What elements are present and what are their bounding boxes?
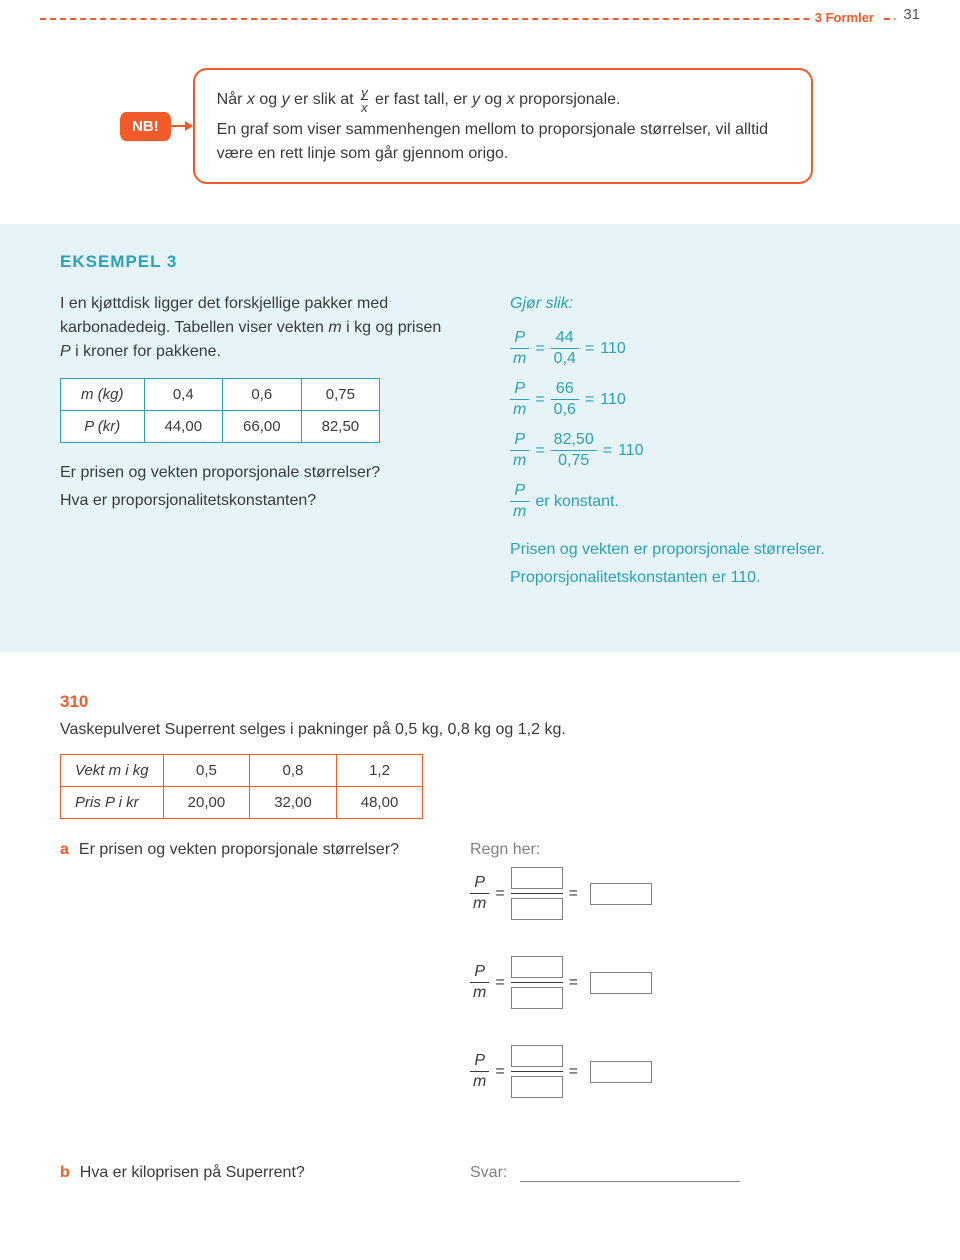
exercise-table: Vekt m i kg 0,5 0,8 1,2 Pris P i kr 20,0…	[60, 754, 423, 819]
nb-text: og	[255, 91, 282, 108]
table-header: Vekt m i kg	[61, 755, 164, 787]
example-intro: I en kjøttdisk ligger det forskjellige p…	[60, 292, 450, 364]
nb-text: og	[480, 91, 507, 108]
fraction-yx: yx	[361, 86, 368, 114]
exercise-intro: Vaskepulveret Superrent selges i pakning…	[60, 718, 900, 742]
table-cell: 0,4	[144, 379, 223, 411]
example-conclusion1: Prisen og vekten er proporsjonale større…	[510, 538, 900, 562]
chapter-label: 3 Formler	[809, 10, 880, 25]
exercise-number: 310	[60, 692, 88, 711]
konstant-line: Pm er konstant.	[510, 483, 900, 520]
var-x: x	[247, 91, 255, 108]
question-a-label: a	[60, 841, 69, 859]
var-y: y	[472, 91, 480, 108]
var-y: y	[282, 91, 290, 108]
calc-line: Pm = 440,4 =110	[510, 330, 900, 367]
table-cell: 1,2	[336, 755, 423, 787]
nb-text: proporsjonale.	[515, 91, 621, 108]
table-header: Pris P i kr	[61, 787, 164, 819]
example-block: EKSEMPEL 3 I en kjøttdisk ligger det for…	[0, 224, 960, 652]
nb-line2: En graf som viser sammenhengen mellom to…	[217, 118, 789, 166]
answer-blank[interactable]	[520, 1164, 740, 1182]
question-a-row: a Er prisen og vekten proporsjonale stør…	[60, 841, 900, 1134]
example-table: m (kg) 0,4 0,6 0,75 P (kr) 44,00 66,00 8…	[60, 378, 380, 443]
table-cell: 66,00	[223, 411, 302, 443]
example-left: I en kjøttdisk ligger det forskjellige p…	[60, 292, 450, 604]
table-cell: 0,5	[163, 755, 250, 787]
example-title: EKSEMPEL 3	[60, 252, 900, 272]
table-header: P (kr)	[61, 411, 145, 443]
calc-blank: Pm = =	[470, 1045, 652, 1098]
table-row: m (kg) 0,4 0,6 0,75	[61, 379, 380, 411]
table-header: m (kg)	[61, 379, 145, 411]
blank-result[interactable]	[590, 883, 652, 905]
calc-blank: Pm = =	[470, 956, 652, 1009]
table-cell: 0,8	[250, 755, 337, 787]
question-b-row: b Hva er kiloprisen på Superrent? Svar:	[60, 1164, 900, 1182]
regn-her: Regn her:	[470, 841, 652, 859]
table-cell: 20,00	[163, 787, 250, 819]
calc-blank: Pm = =	[470, 867, 652, 920]
blank-result[interactable]	[590, 1061, 652, 1083]
nb-box: Når x og y er slik at yx er fast tall, e…	[193, 68, 813, 184]
nb-line1: Når x og y er slik at yx er fast tall, e…	[217, 86, 789, 114]
blank-fraction[interactable]	[511, 867, 563, 920]
nb-text: er slik at	[290, 91, 358, 108]
table-cell: 44,00	[144, 411, 223, 443]
example-question1: Er prisen og vekten proporsjonale større…	[60, 461, 450, 485]
table-row: Vekt m i kg 0,5 0,8 1,2	[61, 755, 423, 787]
table-cell: 0,6	[223, 379, 302, 411]
nb-text: er fast tall, er	[371, 91, 472, 108]
gjor-slik: Gjør slik:	[510, 292, 900, 316]
example-right: Gjør slik: Pm = 440,4 =110 Pm = 660,6 =1…	[510, 292, 900, 604]
nb-callout: NB! Når x og y er slik at yx er fast tal…	[120, 68, 920, 184]
table-row: Pris P i kr 20,00 32,00 48,00	[61, 787, 423, 819]
blank-result[interactable]	[590, 972, 652, 994]
table-row: P (kr) 44,00 66,00 82,50	[61, 411, 380, 443]
calc-line: Pm = 82,500,75 =110	[510, 432, 900, 469]
page-header: 3 Formler 31	[40, 18, 920, 48]
example-question2: Hva er proporsjonalitetskonstanten?	[60, 489, 450, 513]
blank-fraction[interactable]	[511, 1045, 563, 1098]
nb-tag: NB!	[120, 112, 171, 141]
calc-line: Pm = 660,6 =110	[510, 381, 900, 418]
var-x: x	[507, 91, 515, 108]
example-conclusion2: Proporsjonalitetskonstanten er 110.	[510, 566, 900, 590]
table-cell: 48,00	[336, 787, 423, 819]
nb-text: Når	[217, 91, 247, 108]
question-a-text: Er prisen og vekten proporsjonale større…	[79, 841, 399, 859]
table-cell: 82,50	[301, 411, 380, 443]
blank-fraction[interactable]	[511, 956, 563, 1009]
svar-label: Svar:	[470, 1164, 507, 1181]
table-cell: 32,00	[250, 787, 337, 819]
question-b-label: b	[60, 1164, 70, 1182]
exercise-310: 310 Vaskepulveret Superrent selges i pak…	[60, 692, 900, 1182]
table-cell: 0,75	[301, 379, 380, 411]
page-number: 31	[895, 6, 920, 23]
question-b-text: Hva er kiloprisen på Superrent?	[80, 1164, 305, 1182]
